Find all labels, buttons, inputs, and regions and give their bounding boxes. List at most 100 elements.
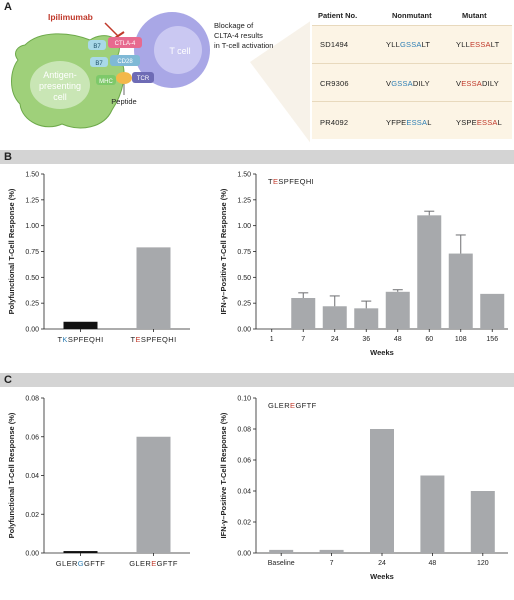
x-tick-label: Baseline bbox=[268, 560, 295, 567]
x-tick-label: 36 bbox=[362, 336, 370, 343]
header-mutant: Mutant bbox=[462, 11, 487, 20]
panel-a-letter: A bbox=[4, 1, 12, 13]
bar bbox=[319, 549, 344, 553]
bar bbox=[470, 491, 495, 553]
x-tick-label: 120 bbox=[477, 560, 489, 567]
x-tick-label: GLEREGFTF bbox=[129, 559, 178, 568]
apc-label-3: cell bbox=[53, 92, 67, 102]
y-axis-label: Polyfunctional T-Cell Response (%) bbox=[7, 188, 16, 314]
y-tick-label: 1.50 bbox=[25, 172, 39, 179]
tcr-label: TCR bbox=[137, 76, 150, 82]
drug-label: Ipilimumab bbox=[48, 12, 93, 22]
row-3-mutant: YSPEESSAL bbox=[456, 118, 502, 127]
y-tick-label: 0.25 bbox=[25, 301, 39, 308]
sequence-annotation: GLEREGFTF bbox=[268, 401, 317, 410]
b7-mid-label: B7 bbox=[95, 61, 103, 67]
panel-c-letter: C bbox=[4, 374, 12, 386]
y-tick-label: 1.25 bbox=[25, 197, 39, 204]
mechanism-diagram: Antigen- presenting cell T cell Ipilimum… bbox=[11, 12, 310, 143]
y-tick-label: 1.50 bbox=[237, 172, 251, 179]
y-tick-label: 0.02 bbox=[237, 520, 251, 527]
panel-b-band bbox=[0, 150, 514, 164]
y-tick-label: 0.00 bbox=[237, 551, 251, 558]
bar bbox=[480, 293, 505, 329]
sequence-annotation: TESPFEQHI bbox=[268, 177, 314, 186]
y-tick-label: 1.00 bbox=[237, 223, 251, 230]
bar bbox=[322, 306, 347, 329]
x-tick-label: GLERGGFTF bbox=[56, 559, 105, 568]
y-tick-label: 0.04 bbox=[237, 489, 251, 496]
bar bbox=[63, 551, 98, 553]
caption-line-2: CLTA-4 results bbox=[214, 31, 263, 40]
x-tick-label: 7 bbox=[330, 560, 334, 567]
y-axis-label: Polyfunctional T-Cell Response (%) bbox=[7, 412, 16, 538]
bar bbox=[385, 291, 410, 329]
mhc-label: MHC bbox=[99, 79, 113, 85]
cd28-label: CD28 bbox=[117, 59, 133, 65]
y-axis-label: IFN-γ–Positive T-Cell Response (%) bbox=[219, 188, 228, 314]
x-tick-label: 1 bbox=[270, 336, 274, 343]
chart-c-polyfunctional: 0.00 0.02 0.04 0.06 0.08 Polyfunctional T-Cel… bbox=[7, 396, 190, 568]
t-cell-label: T cell bbox=[169, 46, 190, 56]
x-tick-label: 48 bbox=[429, 560, 437, 567]
mutation-table: Patient No. Nonmutant Mutant SD1494 YLLG… bbox=[312, 3, 512, 139]
y-tick-label: 1.00 bbox=[25, 223, 39, 230]
x-tick-label: 156 bbox=[486, 336, 498, 343]
row-1-patient: SD1494 bbox=[320, 40, 349, 49]
y-tick-label: 0.50 bbox=[237, 275, 251, 282]
y-tick-label: 0.00 bbox=[237, 327, 251, 334]
row-2-patient: CR9306 bbox=[320, 79, 349, 88]
x-tick-label: 7 bbox=[301, 336, 305, 343]
y-tick-label: 0.06 bbox=[237, 458, 251, 465]
peptide-label: Peptide bbox=[111, 97, 136, 106]
row-2-nonmutant: VGSSADILY bbox=[386, 79, 430, 88]
y-tick-label: 1.25 bbox=[237, 197, 251, 204]
row-1-nonmutant: YLLGSSALT bbox=[386, 40, 431, 49]
bar bbox=[420, 475, 445, 553]
y-tick-label: 0.08 bbox=[25, 396, 39, 403]
caption-line-1: Blockage of bbox=[214, 21, 254, 30]
y-tick-label: 0.00 bbox=[25, 551, 39, 558]
x-tick-label: TESPFEQHI bbox=[130, 335, 176, 344]
chart-c-ifn-gamma: 0.00 0.02 0.04 0.06 0.08 0.10 IFN-γ–Positive T… bbox=[219, 396, 508, 581]
y-tick-label: 0.25 bbox=[237, 301, 251, 308]
x-tick-label: 108 bbox=[455, 336, 467, 343]
x-axis-label: Weeks bbox=[370, 572, 394, 581]
y-tick-label: 0.08 bbox=[237, 427, 251, 434]
y-tick-label: 0.75 bbox=[237, 249, 251, 256]
row-1-mutant: YLLESSALT bbox=[456, 40, 500, 49]
header-nonmutant: Nonmutant bbox=[392, 11, 432, 20]
b7-top-label: B7 bbox=[93, 44, 101, 50]
x-axis-label: Weeks bbox=[370, 348, 394, 357]
bar bbox=[63, 321, 98, 329]
x-tick-label: TKSPFEQHI bbox=[57, 335, 103, 344]
y-tick-label: 0.10 bbox=[237, 396, 251, 403]
bar bbox=[370, 429, 394, 553]
row-3-patient: PR4092 bbox=[320, 118, 349, 127]
x-tick-label: 48 bbox=[394, 336, 402, 343]
bar bbox=[136, 436, 171, 553]
caption-line-3: in T-cell activation bbox=[214, 41, 273, 50]
apc-label-1: Antigen- bbox=[43, 70, 77, 80]
apc-label-2: presenting bbox=[39, 81, 81, 91]
bar bbox=[291, 298, 316, 329]
y-tick-label: 0.06 bbox=[25, 434, 39, 441]
y-tick-label: 0.04 bbox=[25, 473, 39, 480]
x-tick-label: 24 bbox=[331, 336, 339, 343]
row-3-nonmutant: YFPEESSAL bbox=[386, 118, 432, 127]
panel-c-band bbox=[0, 373, 514, 387]
bar bbox=[448, 253, 473, 329]
chart-b-polyfunctional: 0.00 0.25 0.50 0.75 1.00 1.25 1.50 Polyfunction… bbox=[7, 172, 190, 344]
row-2-mutant: VESSADILY bbox=[456, 79, 499, 88]
header-patient: Patient No. bbox=[318, 11, 358, 20]
bar bbox=[354, 308, 379, 329]
panel-b-letter: B bbox=[4, 151, 12, 163]
bar bbox=[269, 549, 294, 553]
x-tick-label: 24 bbox=[378, 560, 386, 567]
y-tick-label: 0.02 bbox=[25, 512, 39, 519]
y-axis-label: IFN-γ–Positive T-Cell Response (%) bbox=[219, 412, 228, 538]
y-tick-label: 0.00 bbox=[25, 327, 39, 334]
bar bbox=[136, 247, 171, 329]
chart-b-ifn-gamma: 0.00 0.25 0.50 0.75 1.00 1.25 1.50 IFN-γ–Positi… bbox=[219, 172, 508, 357]
y-tick-label: 0.75 bbox=[25, 249, 39, 256]
